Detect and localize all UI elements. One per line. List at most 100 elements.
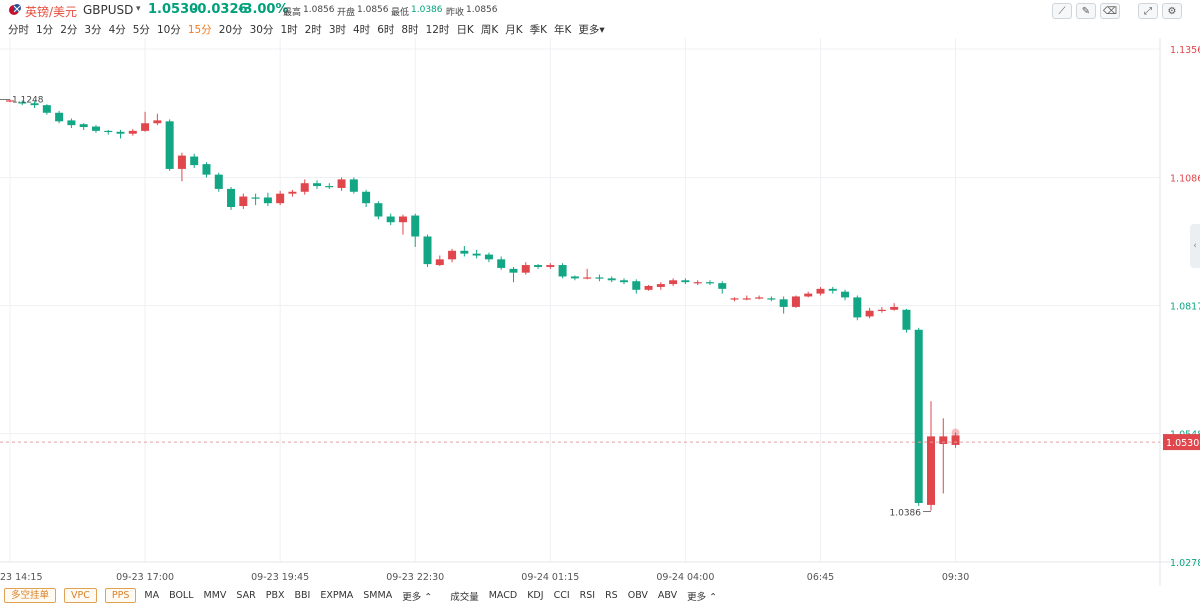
eraser-icon[interactable]: ⌫	[1100, 3, 1120, 19]
symbol-code[interactable]: GBPUSD	[83, 3, 134, 17]
main-indicator-1[interactable]: BOLL	[169, 590, 194, 601]
candle-body-52	[644, 285, 653, 290]
candle-body-2	[30, 103, 39, 106]
candle-body-59	[730, 298, 739, 300]
x-tick-label-7: 09:30	[942, 572, 969, 583]
sub-indicator-more[interactable]: 更多 ⌃	[687, 591, 718, 603]
draw-pen-icon[interactable]: ✎	[1076, 3, 1096, 19]
low-label: 最低	[391, 8, 410, 18]
sub-indicator-2[interactable]: KDJ	[527, 590, 544, 601]
main-indicator-2[interactable]: MMV	[203, 590, 227, 601]
sub-indicator-3[interactable]: CCI	[553, 590, 570, 601]
y-tick-label-4: 1.0278	[1170, 558, 1200, 569]
candle-body-33	[411, 215, 420, 237]
sub-indicator-0[interactable]: 成交量	[450, 591, 479, 603]
x-tick-label-4: 09-24 01:15	[521, 572, 579, 583]
period-14[interactable]: 6时	[377, 24, 395, 36]
candle-body-29	[362, 191, 371, 204]
main-indicator-4[interactable]: PBX	[265, 590, 285, 601]
y-tick-label-0: 1.1356	[1170, 45, 1200, 56]
candle-body-55	[681, 280, 690, 283]
fullscreen-icon[interactable]: ⤢	[1138, 3, 1158, 19]
open-label: 开盘	[337, 8, 356, 18]
period-8[interactable]: 20分	[218, 24, 243, 36]
candle-body-14	[177, 155, 186, 169]
candle-body-40	[497, 259, 506, 268]
period-15[interactable]: 8时	[401, 24, 419, 36]
sub-indicator-4[interactable]: RSI	[579, 590, 596, 601]
period-2[interactable]: 2分	[60, 24, 78, 36]
candle-body-49	[607, 278, 616, 281]
period-16[interactable]: 12时	[425, 24, 450, 36]
candle-body-4	[55, 112, 64, 122]
sub-indicator-5[interactable]: RS	[605, 590, 618, 601]
line-tool-icon[interactable]: ⟋	[1052, 3, 1072, 19]
symbol-name[interactable]: 英镑/美元	[25, 5, 78, 19]
period-4[interactable]: 4分	[108, 24, 126, 36]
prev-close-label: 昨收	[446, 8, 465, 18]
candle-body-73	[902, 309, 911, 330]
pill-1[interactable]: VPC	[64, 588, 97, 603]
candle-body-57	[705, 282, 714, 284]
candle-body-18	[227, 188, 236, 207]
main-indicator-5[interactable]: BBI	[294, 590, 311, 601]
candle-body-28	[349, 179, 358, 192]
candle-body-3	[42, 105, 51, 113]
candle-body-60	[742, 298, 751, 300]
main-indicator-more[interactable]: 更多 ⌃	[402, 591, 433, 603]
periods-more-button[interactable]: 更多▾	[578, 24, 605, 36]
main-indicator-0[interactable]: MA	[144, 590, 160, 601]
period-1[interactable]: 1分	[36, 24, 54, 36]
settings-icon[interactable]: ⚙	[1162, 3, 1182, 19]
period-10[interactable]: 1时	[280, 24, 298, 36]
period-21[interactable]: 年K	[554, 24, 572, 36]
candle-body-44	[546, 265, 555, 267]
period-20[interactable]: 季K	[529, 24, 547, 36]
pill-2[interactable]: PPS	[104, 588, 137, 603]
candle-body-47	[583, 277, 592, 279]
sub-indicator-7[interactable]: ABV	[657, 590, 678, 601]
price-change-pct: -3.00%	[238, 2, 289, 17]
candle-body-39	[484, 254, 493, 260]
period-17[interactable]: 日K	[456, 24, 474, 36]
union-jack-icon	[9, 4, 21, 15]
period-5[interactable]: 5分	[132, 24, 150, 36]
candle-body-71	[877, 309, 886, 311]
main-indicator-6[interactable]: EXPMA	[320, 590, 354, 601]
period-3[interactable]: 3分	[84, 24, 102, 36]
caret-down-icon[interactable]: ▾	[136, 4, 141, 14]
period-0[interactable]: 分时	[8, 24, 29, 36]
candle-body-31	[386, 216, 395, 223]
pill-0[interactable]: 多空挂单	[4, 588, 57, 603]
x-tick-label-5: 09-24 04:00	[656, 572, 714, 583]
candle-body-26	[325, 186, 334, 188]
candle-body-15	[190, 156, 199, 166]
candle-body-19	[239, 196, 248, 207]
high-value: 1.0856	[303, 5, 335, 15]
period-18[interactable]: 周K	[480, 24, 499, 36]
sub-indicator-1[interactable]: MACD	[488, 590, 518, 601]
candle-body-17	[214, 174, 223, 189]
main-indicator-7[interactable]: SMMA	[363, 590, 393, 601]
period-6[interactable]: 10分	[156, 24, 181, 36]
candle-body-66	[816, 288, 825, 294]
candle-body-43	[534, 265, 543, 267]
period-11[interactable]: 2时	[304, 24, 322, 36]
candle-body-64	[791, 296, 800, 307]
period-12[interactable]: 3时	[328, 24, 346, 36]
period-13[interactable]: 4时	[353, 24, 371, 36]
main-indicator-3[interactable]: SAR	[236, 590, 256, 601]
side-panel-toggle[interactable]: ‹	[1190, 224, 1200, 268]
period-7[interactable]: 15分	[187, 24, 212, 36]
candle-body-35	[435, 259, 444, 266]
candle-body-69	[853, 297, 862, 318]
sub-indicator-6[interactable]: OBV	[627, 590, 648, 601]
candle-body-70	[865, 310, 874, 317]
period-9[interactable]: 30分	[249, 24, 274, 36]
period-19[interactable]: 月K	[505, 24, 523, 36]
candle-body-36	[448, 250, 457, 260]
candle-body-67	[828, 288, 837, 291]
candle-body-58	[718, 283, 727, 289]
candle-body-30	[374, 203, 383, 217]
